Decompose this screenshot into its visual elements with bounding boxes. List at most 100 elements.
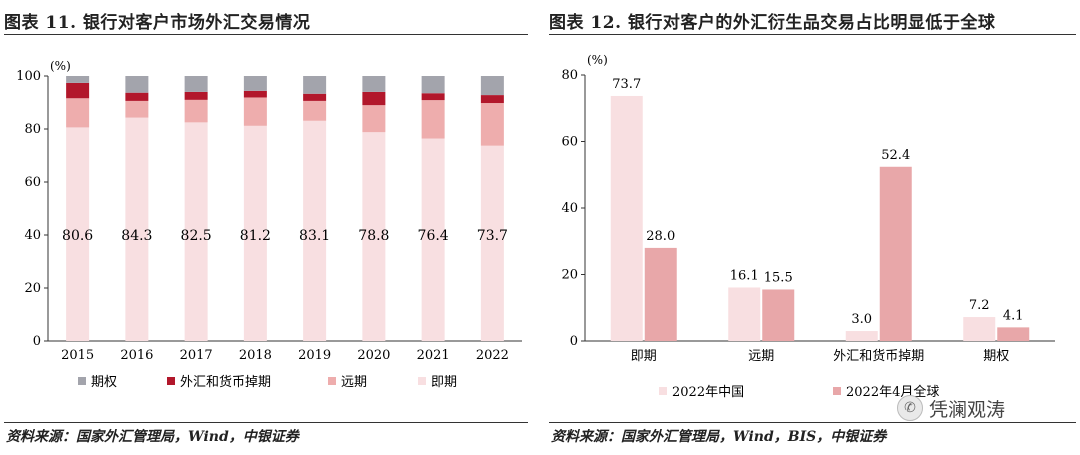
right-source-note: 资料来源：国家外汇管理局，Wind，BIS，中银证券 xyxy=(551,429,887,445)
left-bar-2019-s3 xyxy=(303,76,327,94)
left-bar-2022-s0 xyxy=(480,145,504,341)
left-chart-panel: 图表 11. 银行对客户市场外汇交易情况 (%) 0 20 40 60 80 100 2015… xyxy=(0,0,532,455)
left-bar-2016-s0 xyxy=(125,117,149,341)
right-legend-label-0: 2022年中国 xyxy=(672,385,744,400)
right-chart-panel: 图表 12. 银行对客户的外汇衍生品交易占比明显低于全球 (%) 0 20 40 60 8… xyxy=(545,0,1080,455)
wechat-icon: ✆ xyxy=(897,395,923,421)
right-source-rule xyxy=(549,422,1076,423)
left-bar-2020-s1 xyxy=(362,105,386,133)
left-legend-label-0: 期权 xyxy=(91,374,117,390)
left-legend-swatch-1 xyxy=(167,377,175,385)
right-data-label: 4.1 xyxy=(1003,308,1024,323)
left-y-tick-label: 100 xyxy=(16,69,41,84)
right-data-label: 15.5 xyxy=(764,270,793,285)
left-bar-2019-s0 xyxy=(303,120,327,341)
left-bar-2016-s2 xyxy=(125,92,149,101)
right-data-label: 52.4 xyxy=(881,148,910,163)
right-data-label: 28.0 xyxy=(646,229,675,244)
left-source-note: 资料来源：国家外汇管理局，Wind，中银证券 xyxy=(6,429,299,445)
right-data-label: 73.7 xyxy=(612,77,641,92)
right-chart-title: 图表 12. 银行对客户的外汇衍生品交易占比明显低于全球 xyxy=(549,13,996,33)
left-x-tick-label: 2019 xyxy=(298,348,331,363)
right-x-tick-label: 即期 xyxy=(631,349,657,364)
left-bar-2018-s1 xyxy=(243,97,267,126)
left-legend-swatch-0 xyxy=(78,377,86,385)
left-bar-2021-s2 xyxy=(421,93,445,101)
left-bar-2017-s3 xyxy=(184,76,208,92)
right-grouped-bar-chart: (%) 0 20 40 60 80 73.7 28.0 即期 16.1 15.5 远期 3.0 52.4 外… xyxy=(561,53,1055,400)
right-bar-1-s0 xyxy=(728,287,761,341)
left-bar-2019-s1 xyxy=(303,100,327,121)
right-bar-3-s1 xyxy=(997,327,1030,341)
left-chart-title: 图表 11. 银行对客户市场外汇交易情况 xyxy=(4,13,311,33)
left-y-tick-label: 60 xyxy=(24,175,41,190)
left-spot-data-label: 81.2 xyxy=(240,228,271,244)
left-bar-2020-s3 xyxy=(362,76,386,92)
left-bar-2017-s0 xyxy=(184,122,208,341)
left-y-tick-label: 80 xyxy=(24,122,41,137)
left-stacked-bar-chart: (%) 0 20 40 60 80 100 2015 80.6 2016 84.3 2017 82.5 2… xyxy=(16,59,522,390)
left-bar-2015-s2 xyxy=(66,82,90,99)
left-spot-data-label: 80.6 xyxy=(62,228,93,244)
left-bar-2017-s2 xyxy=(184,91,208,100)
left-spot-data-label: 83.1 xyxy=(299,228,330,244)
right-bar-3-s0 xyxy=(963,317,996,341)
left-x-tick-label: 2018 xyxy=(239,348,272,363)
left-bar-2016-s1 xyxy=(125,100,149,118)
right-bar-0-s1 xyxy=(644,247,677,341)
left-bar-2015-s1 xyxy=(66,98,90,128)
right-bar-0-s0 xyxy=(610,95,643,341)
left-spot-data-label: 73.7 xyxy=(477,228,508,244)
right-title-rule xyxy=(549,34,1076,35)
left-bar-2022-s3 xyxy=(480,76,504,96)
right-legend-swatch-0 xyxy=(659,387,667,395)
left-spot-data-label: 78.8 xyxy=(358,228,389,244)
left-x-tick-label: 2015 xyxy=(61,348,94,363)
right-y-tick-label: 0 xyxy=(570,334,578,349)
left-bar-2018-s0 xyxy=(243,125,267,341)
left-bar-2018-s3 xyxy=(243,76,267,91)
left-bar-2016-s3 xyxy=(125,76,149,93)
right-legend-swatch-1 xyxy=(833,387,841,395)
left-source-rule xyxy=(4,422,528,423)
left-x-tick-label: 2021 xyxy=(417,348,450,363)
right-y-tick-label: 20 xyxy=(561,268,578,283)
left-bar-2021-s1 xyxy=(421,100,445,139)
right-x-tick-label: 期权 xyxy=(983,348,1009,364)
right-bar-2-s1 xyxy=(879,166,912,341)
left-bar-2021-s0 xyxy=(421,138,445,341)
right-y-unit-label: (%) xyxy=(587,53,608,67)
left-x-tick-label: 2020 xyxy=(357,348,390,363)
left-bar-2015-s0 xyxy=(66,127,90,341)
left-y-tick-label: 0 xyxy=(33,334,41,349)
left-legend-label-2: 远期 xyxy=(341,375,367,390)
right-y-tick-label: 80 xyxy=(561,68,578,83)
left-bar-2021-s3 xyxy=(421,76,445,94)
watermark-text: 凭澜观涛 xyxy=(929,398,1006,421)
left-legend-swatch-3 xyxy=(418,377,426,385)
left-x-tick-label: 2022 xyxy=(476,348,509,363)
right-data-label: 3.0 xyxy=(851,312,872,327)
left-y-unit-label: (%) xyxy=(50,59,71,73)
left-x-tick-label: 2017 xyxy=(180,348,213,363)
left-bar-2017-s1 xyxy=(184,99,208,123)
right-y-tick-label: 40 xyxy=(561,201,578,216)
right-data-label: 16.1 xyxy=(730,268,759,283)
left-spot-data-label: 84.3 xyxy=(121,228,152,244)
left-bar-2022-s2 xyxy=(480,95,504,104)
right-x-tick-label: 外汇和货币掉期 xyxy=(833,348,924,364)
left-legend-label-1: 外汇和货币掉期 xyxy=(180,374,271,390)
watermark: ✆ 凭澜观涛 xyxy=(897,393,1005,423)
left-spot-data-label: 76.4 xyxy=(418,228,449,244)
left-legend-swatch-2 xyxy=(328,377,336,385)
left-bar-2019-s2 xyxy=(303,93,327,101)
right-y-tick-label: 60 xyxy=(561,135,578,150)
right-x-tick-label: 远期 xyxy=(748,349,774,364)
left-bar-2020-s0 xyxy=(362,132,386,341)
left-bar-2018-s2 xyxy=(243,90,267,98)
left-y-tick-label: 20 xyxy=(24,281,41,296)
right-bar-1-s1 xyxy=(762,289,795,341)
left-x-tick-label: 2016 xyxy=(120,348,153,363)
left-y-tick-label: 40 xyxy=(24,228,41,243)
left-title-rule xyxy=(4,34,528,35)
